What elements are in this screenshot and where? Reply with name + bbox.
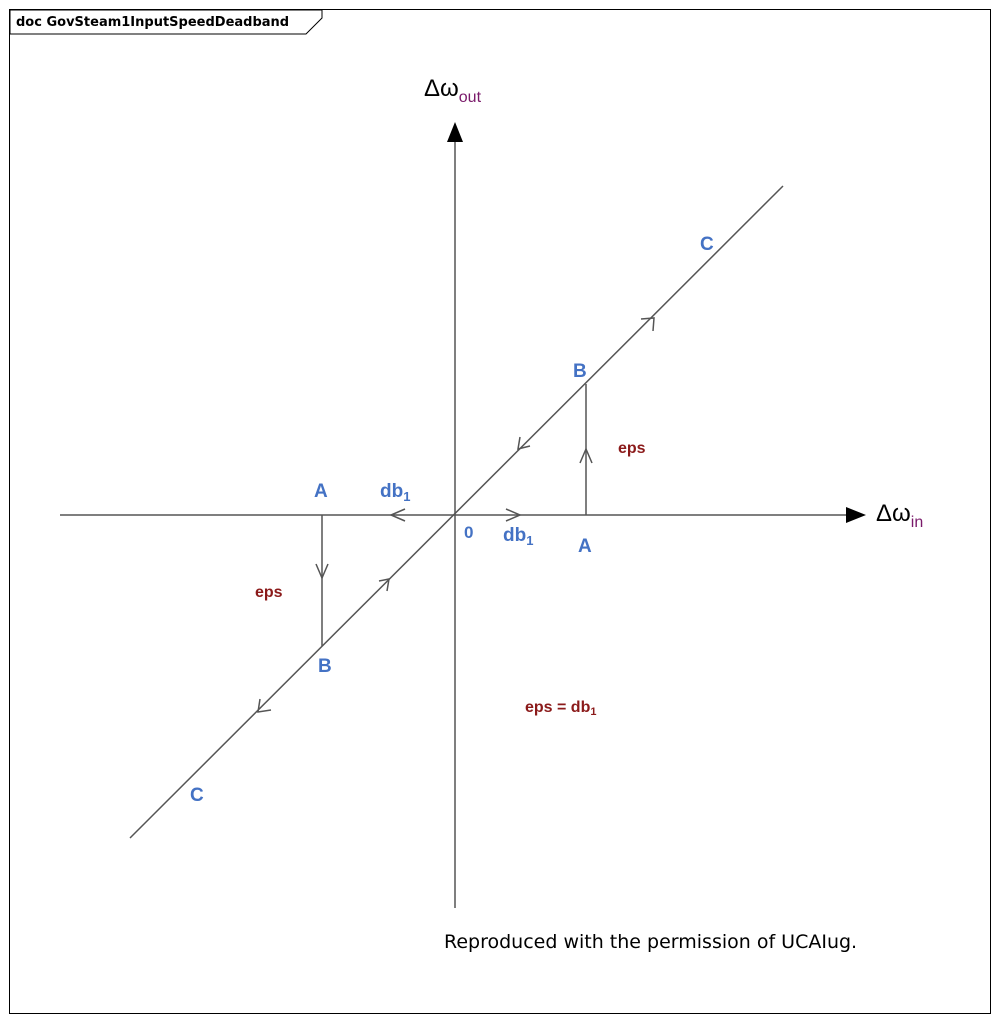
arrow-right-db <box>505 508 522 522</box>
label-eps-right: eps <box>618 440 646 457</box>
arrow-up-right-lower <box>378 578 390 592</box>
y-axis-arrowhead <box>447 122 463 142</box>
arrow-up-right-upper <box>640 317 655 332</box>
arrow-down-left-upper <box>517 436 531 451</box>
label-b-upper: B <box>573 361 587 382</box>
diagram-frame <box>9 9 991 1014</box>
x-axis-label: Δωin <box>876 500 923 531</box>
characteristic-line <box>129 185 784 839</box>
arrow-up-eps <box>579 447 593 464</box>
label-eps-left: eps <box>255 584 283 601</box>
label-a-left: A <box>314 481 328 502</box>
label-c-lower: C <box>190 785 204 806</box>
origin-label: 0 <box>464 523 473 542</box>
frame-title: doc GovSteam1InputSpeedDeadband <box>16 15 289 30</box>
label-b-lower: B <box>318 656 332 677</box>
y-axis-label: Δωout <box>424 75 482 106</box>
frame-title-tab <box>9 9 323 35</box>
label-db-right: db1 <box>503 525 533 548</box>
equation-label: eps = db1 <box>525 699 596 718</box>
label-a-right: A <box>578 536 592 557</box>
arrow-down-left-lower <box>257 698 272 713</box>
x-axis-arrowhead <box>846 507 866 523</box>
arrow-left-db <box>389 508 406 522</box>
credit-text: Reproduced with the permission of UCAIug… <box>444 931 857 953</box>
arrow-down-eps <box>315 563 329 580</box>
label-c-upper: C <box>700 234 714 255</box>
label-db-left: db1 <box>380 481 410 504</box>
